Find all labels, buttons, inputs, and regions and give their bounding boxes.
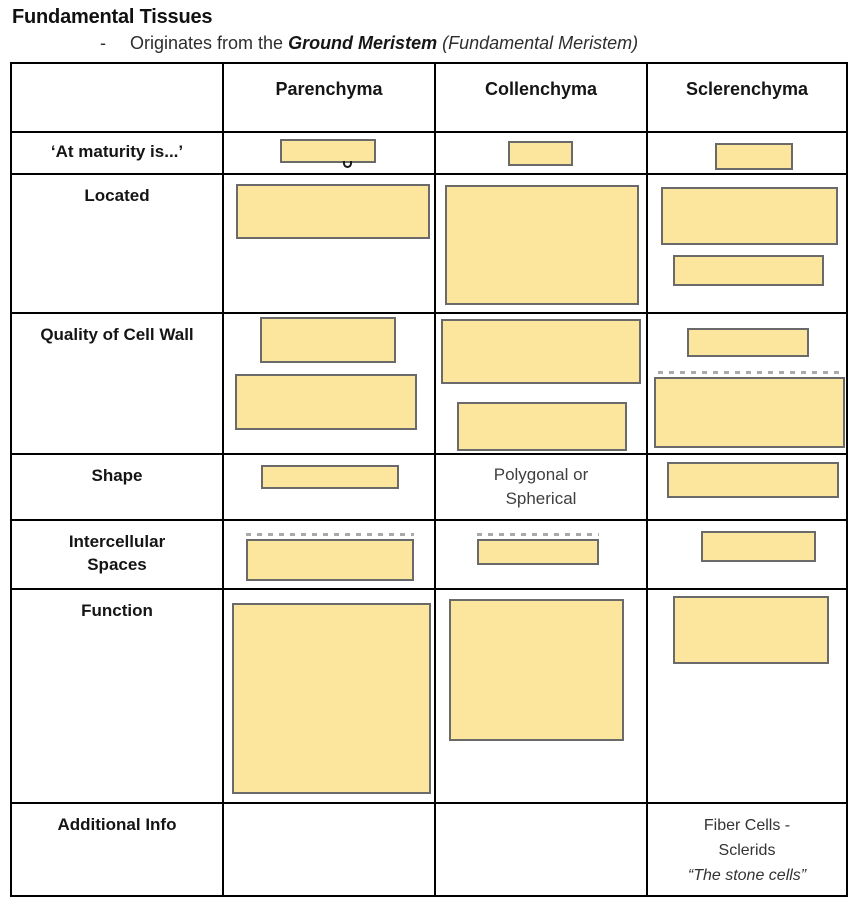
clipped-text-artifact (343, 161, 352, 168)
cell-shape-collenchyma: Polygonal or Spherical (436, 455, 648, 521)
row-label-maturity: ‘At maturity is...’ (12, 133, 224, 175)
clipped-text-artifact (658, 371, 843, 374)
tissues-table: Parenchyma Collenchyma Sclerenchyma ‘At … (10, 62, 848, 897)
answer-cover-box[interactable] (673, 596, 829, 664)
answer-cover-box[interactable] (667, 462, 839, 498)
cell-intercellular-collenchyma (436, 521, 648, 590)
additional-sclerenchyma-text: Fiber Cells - Sclerids “The stone cells” (648, 814, 846, 888)
row-label-intercellular: Intercellular Spaces (12, 521, 224, 590)
shape-collenchyma-text: Polygonal or Spherical (493, 465, 589, 508)
cell-shape-sclerenchyma (648, 455, 846, 521)
answer-cover-box[interactable] (508, 141, 573, 166)
header-parenchyma: Parenchyma (224, 64, 436, 133)
row-label-additional: Additional Info (12, 804, 224, 895)
cell-additional-sclerenchyma: Fiber Cells - Sclerids “The stone cells” (648, 804, 846, 895)
cell-quality-collenchyma (436, 314, 648, 455)
cell-located-sclerenchyma (648, 175, 846, 314)
answer-cover-box[interactable] (441, 319, 641, 384)
answer-cover-box[interactable] (445, 185, 639, 305)
answer-cover-box[interactable] (661, 187, 838, 245)
header-collenchyma: Collenchyma (436, 64, 648, 133)
bullet-paren: (Fundamental Meristem) (442, 33, 639, 53)
cell-function-sclerenchyma (648, 590, 846, 804)
row-label-shape: Shape (12, 455, 224, 521)
bullet-text: Originates from the (130, 33, 284, 53)
bullet-emphasis: Ground Meristem (288, 33, 438, 53)
answer-cover-box[interactable] (235, 374, 417, 430)
cell-quality-sclerenchyma (648, 314, 846, 455)
cell-shape-parenchyma (224, 455, 436, 521)
cell-maturity-sclerenchyma (648, 133, 846, 175)
clipped-text-artifact (246, 533, 414, 536)
cell-quality-parenchyma (224, 314, 436, 455)
header-empty-cell (12, 64, 224, 133)
page-title: Fundamental Tissues (12, 6, 213, 28)
cell-additional-collenchyma (436, 804, 648, 895)
answer-cover-box[interactable] (260, 317, 396, 363)
cell-additional-parenchyma (224, 804, 436, 895)
stone-cells-quote: “The stone cells” (687, 866, 807, 884)
cell-located-parenchyma (224, 175, 436, 314)
answer-cover-box[interactable] (457, 402, 627, 451)
row-label-quality: Quality of Cell Wall (12, 314, 224, 455)
answer-cover-box[interactable] (261, 465, 399, 489)
cell-maturity-parenchyma (224, 133, 436, 175)
bullet-line: - Originates from the Ground Meristem (Fund… (0, 33, 849, 54)
answer-cover-box[interactable] (701, 531, 816, 562)
answer-cover-box[interactable] (232, 603, 431, 794)
cell-function-parenchyma (224, 590, 436, 804)
answer-cover-box[interactable] (449, 599, 624, 741)
cell-function-collenchyma (436, 590, 648, 804)
answer-cover-box[interactable] (687, 328, 809, 357)
answer-cover-box[interactable] (236, 184, 430, 239)
answer-cover-box[interactable] (477, 539, 599, 565)
cell-maturity-collenchyma (436, 133, 648, 175)
clipped-text-artifact (477, 533, 599, 536)
cell-intercellular-parenchyma (224, 521, 436, 590)
row-label-located: Located (12, 175, 224, 314)
bullet-marker: - (100, 33, 106, 53)
header-sclerenchyma: Sclerenchyma (648, 64, 846, 133)
cell-intercellular-sclerenchyma (648, 521, 846, 590)
answer-cover-box[interactable] (246, 539, 414, 581)
answer-cover-box[interactable] (673, 255, 824, 286)
answer-cover-box[interactable] (715, 143, 793, 170)
cell-located-collenchyma (436, 175, 648, 314)
answer-cover-box[interactable] (654, 377, 845, 448)
row-label-function: Function (12, 590, 224, 804)
answer-cover-box[interactable] (280, 139, 376, 163)
